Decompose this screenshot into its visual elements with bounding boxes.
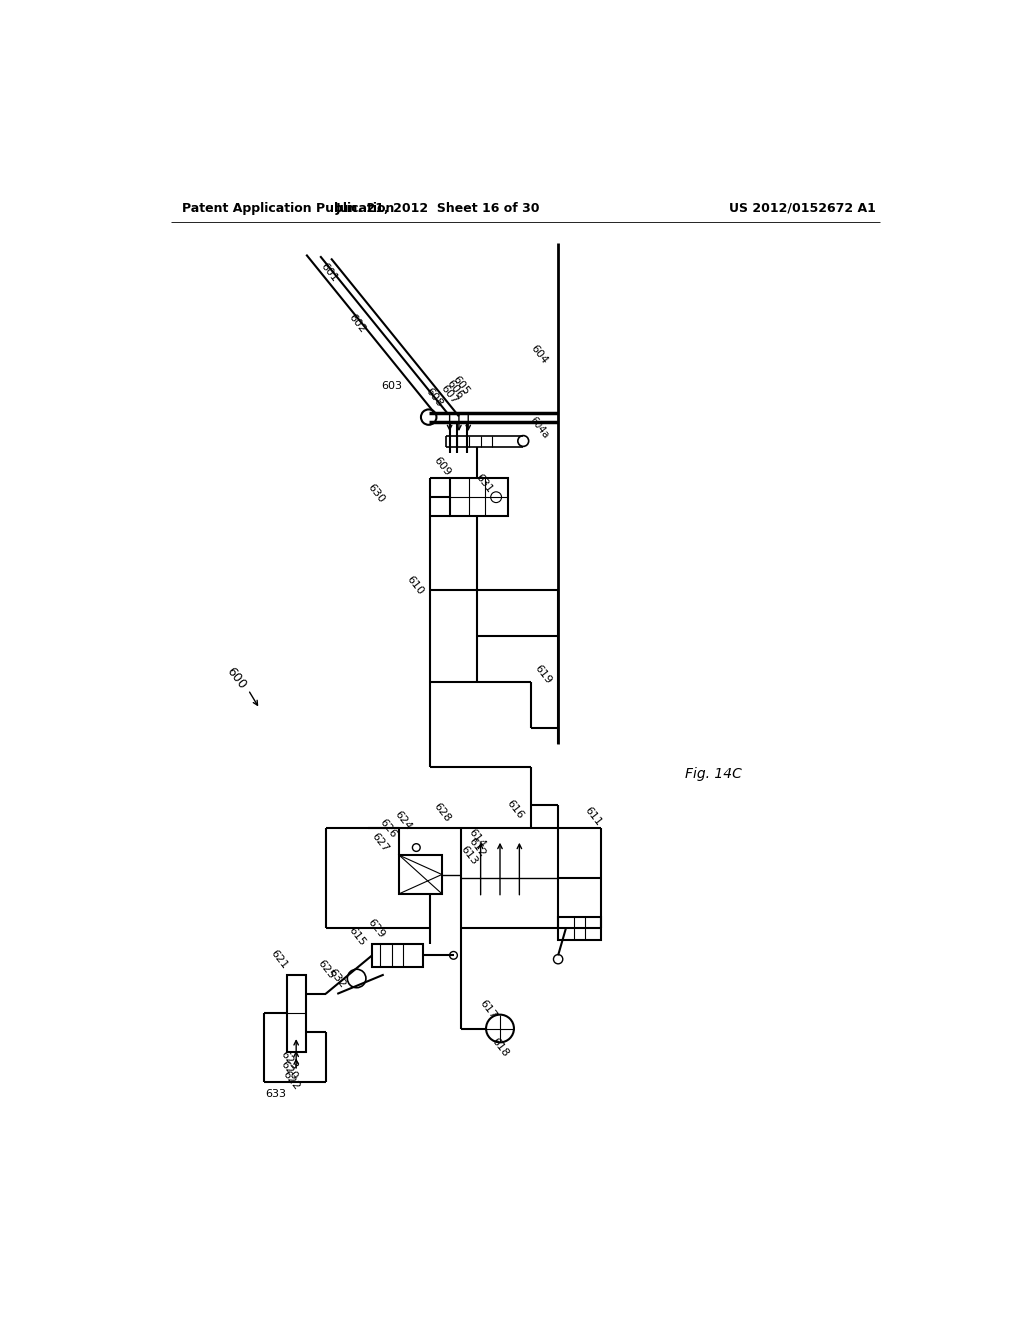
Bar [558,917,601,940]
Text: 618: 618 [489,1036,510,1059]
Text: 613: 613 [459,843,479,867]
Circle shape [554,954,563,964]
Bar [372,944,423,966]
Text: 611: 611 [583,805,603,828]
Text: 604a: 604a [527,416,550,441]
Text: 603: 603 [381,380,402,391]
Text: 606: 606 [444,378,466,401]
Bar [399,855,442,894]
Text: Jun. 21, 2012  Sheet 16 of 30: Jun. 21, 2012 Sheet 16 of 30 [336,202,541,215]
Text: 609: 609 [431,455,453,478]
Text: 619: 619 [532,663,553,685]
Text: Fig. 14C: Fig. 14C [685,767,741,781]
Text: 633: 633 [265,1089,286,1100]
Text: 605: 605 [451,374,472,397]
Circle shape [486,1015,514,1043]
Text: 621: 621 [268,948,290,970]
Text: 632: 632 [327,968,348,990]
Text: 614: 614 [466,826,487,850]
Bar [287,974,306,1052]
Text: 616: 616 [505,797,526,821]
Text: US 2012/0152672 A1: US 2012/0152672 A1 [729,202,876,215]
Circle shape [518,436,528,446]
Text: 627: 627 [370,830,390,854]
Text: 624: 624 [392,809,414,832]
Text: 626: 626 [377,817,398,840]
Circle shape [347,969,366,987]
Text: 620: 620 [279,1060,300,1082]
Text: 615: 615 [346,925,367,948]
Text: 612: 612 [466,836,487,859]
Text: 625: 625 [315,958,336,981]
Text: 630: 630 [366,482,386,504]
Text: 622: 622 [281,1069,301,1093]
Text: 608: 608 [424,385,444,408]
Circle shape [450,952,458,960]
Text: 623: 623 [279,1049,300,1072]
Text: 629: 629 [366,917,386,940]
Text: 617: 617 [478,998,499,1020]
Text: 628: 628 [431,801,453,825]
Text: 600: 600 [224,665,249,692]
Text: 607: 607 [438,383,460,407]
Circle shape [490,492,502,503]
Text: 601: 601 [319,261,340,284]
Bar [450,478,508,516]
Circle shape [413,843,420,851]
Text: 604: 604 [528,343,549,366]
Circle shape [421,409,436,425]
Text: 602: 602 [346,313,367,335]
Text: Patent Application Publication: Patent Application Publication [182,202,394,215]
Text: 631: 631 [474,473,495,495]
Text: 610: 610 [404,574,425,597]
